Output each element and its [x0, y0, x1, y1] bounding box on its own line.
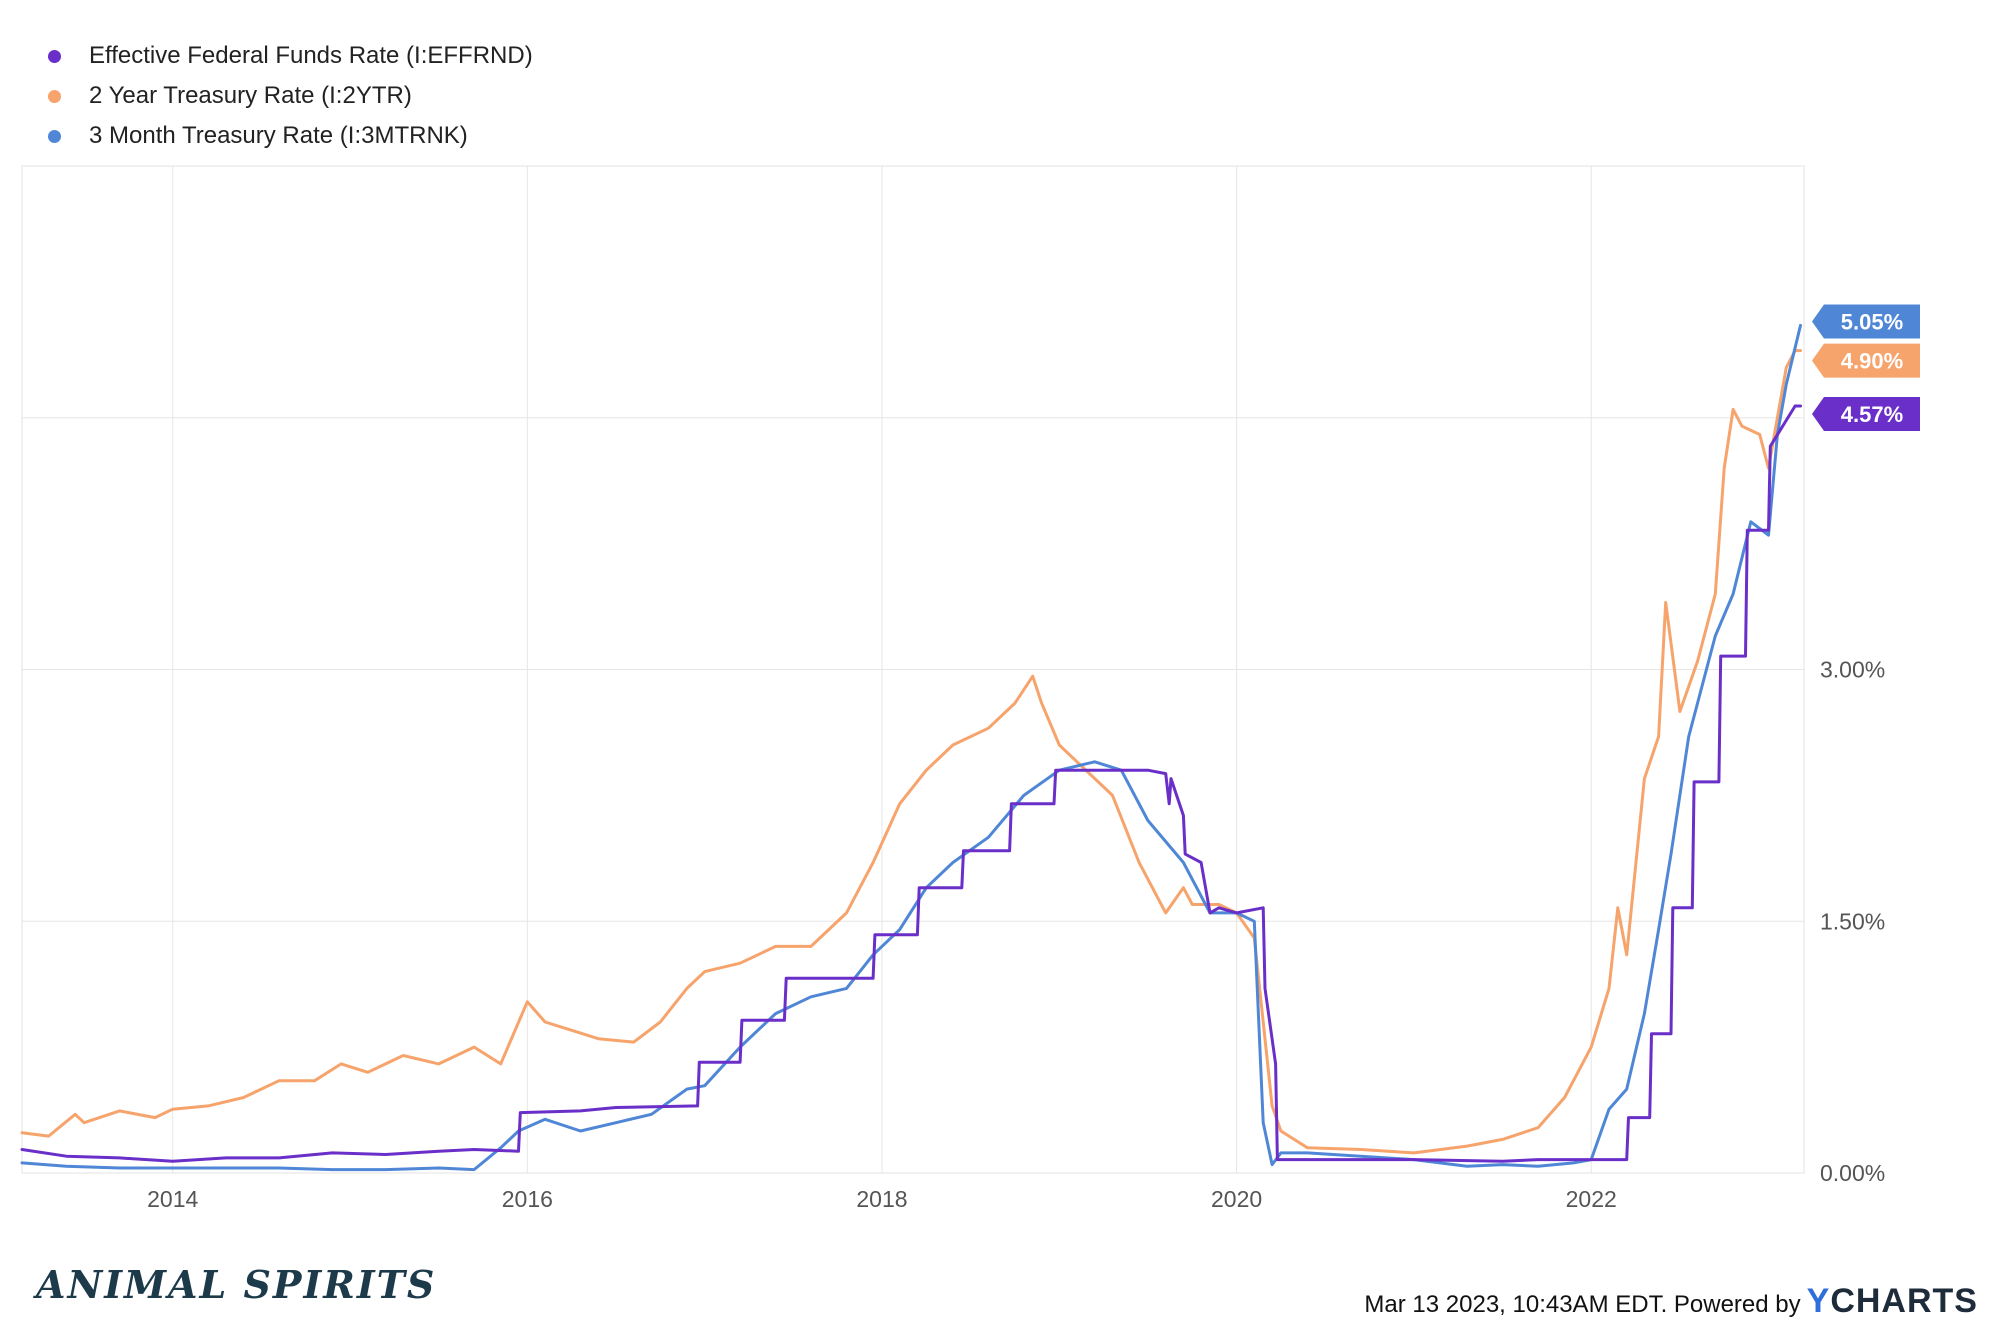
series-layer	[20, 323, 1802, 1172]
end-value-label: 4.90%	[1841, 349, 1903, 374]
end-value-flag-bg	[1812, 304, 1920, 339]
legend-dot-3mtr	[48, 129, 61, 143]
y-tick-label: 0.00%	[1820, 1160, 1885, 1186]
x-tick-label: 2014	[147, 1186, 198, 1212]
ycharts-logo[interactable]: YCHARTS	[1807, 1282, 1978, 1321]
end-value-flag: 4.90%	[1812, 343, 1920, 378]
legend-label-effr: Effective Federal Funds Rate (I:EFFRND)	[89, 42, 533, 69]
legend-label-3mtr: 3 Month Treasury Rate (I:3MTRNK)	[89, 122, 468, 149]
x-tick-label: 2018	[856, 1186, 907, 1212]
end-value-flag: 5.05%	[1812, 304, 1920, 339]
ycharts-logo-y: Y	[1806, 1282, 1831, 1320]
end-value-label: 4.57%	[1841, 402, 1903, 427]
y-axis: 0.00% 1.50% 3.00%	[1820, 657, 1885, 1187]
legend-item-3mtr[interactable]: 3 Month Treasury Rate (I:3MTRNK)	[48, 116, 533, 156]
end-value-flag-bg	[1812, 397, 1920, 432]
ycharts-logo-rest: CHARTS	[1830, 1282, 1978, 1320]
x-axis: 2014 2016 2018 2020 2022	[147, 1186, 1617, 1212]
x-tick-label: 2016	[502, 1186, 553, 1212]
series-line-2[interactable]	[20, 323, 1802, 1172]
y-tick-label: 3.00%	[1820, 657, 1885, 683]
y-tick-label: 1.50%	[1820, 908, 1885, 934]
end-value-label: 5.05%	[1841, 309, 1903, 334]
footer-credit: Mar 13 2023, 10:43AM EDT. Powered by YCH…	[1364, 1282, 1978, 1321]
series-line-0[interactable]	[20, 404, 1802, 1163]
animal-spirits-logo: ANIMAL SPIRITS	[36, 1262, 437, 1307]
end-value-flag-bg	[1812, 343, 1920, 378]
legend: Effective Federal Funds Rate (I:EFFRND) …	[48, 36, 533, 156]
end-value-flag: 4.57%	[1812, 397, 1920, 432]
legend-dot-2ytr	[48, 89, 61, 103]
timestamp: Mar 13 2023, 10:43AM EDT. Powered by	[1364, 1291, 1801, 1318]
legend-dot-effr	[48, 49, 61, 63]
line-chart[interactable]: 2014 2016 2018 2020 2022 0.00% 1.50% 3.00% 5.0…	[0, 0, 2000, 1260]
end-labels: 5.05% 4.90% 4.57%	[1812, 304, 1920, 432]
legend-label-2ytr: 2 Year Treasury Rate (I:2YTR)	[89, 82, 412, 109]
grid	[22, 165, 1804, 1174]
x-tick-label: 2022	[1566, 1186, 1617, 1212]
x-tick-label: 2020	[1211, 1186, 1262, 1212]
plot-frame	[21, 165, 1805, 1174]
legend-item-2ytr[interactable]: 2 Year Treasury Rate (I:2YTR)	[48, 76, 533, 116]
series-line-1[interactable]	[20, 349, 1802, 1155]
legend-item-effr[interactable]: Effective Federal Funds Rate (I:EFFRND)	[48, 36, 533, 76]
